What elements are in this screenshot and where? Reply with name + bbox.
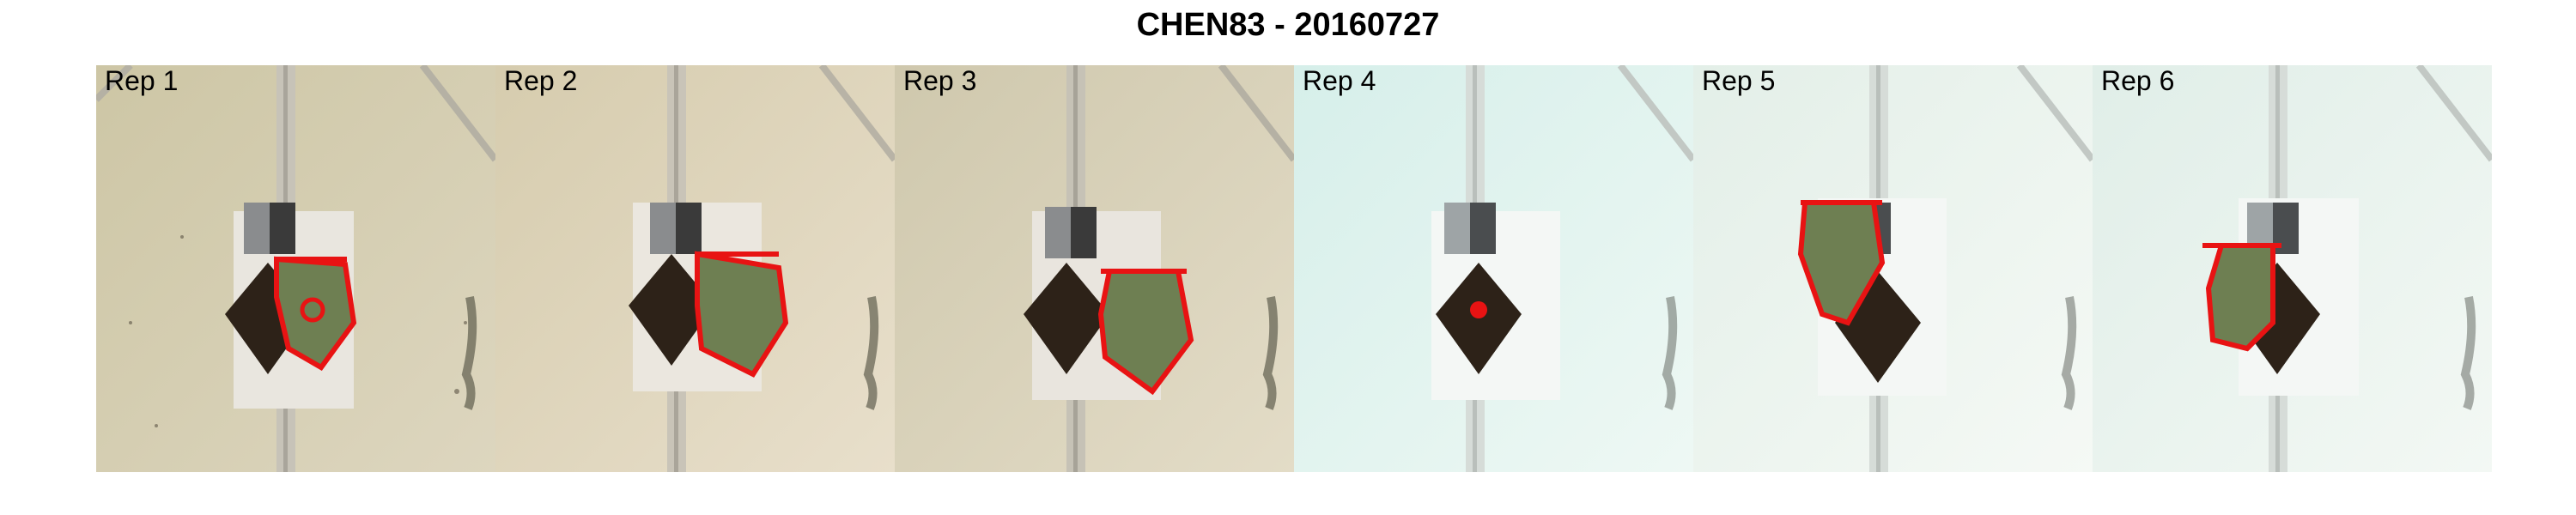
plant-segmentation (274, 256, 357, 371)
rep-panel-1: Rep 1 (96, 65, 495, 472)
plant-photo (1294, 65, 1693, 472)
plant-segmentation (1797, 200, 1886, 326)
rep-label: Rep 5 (1702, 65, 1776, 96)
plant-photo (96, 65, 495, 472)
rep-label: Rep 4 (1303, 65, 1376, 96)
plant-photo (2093, 65, 2492, 472)
rep-panel-6: Rep 6 (2093, 65, 2492, 472)
image-strip: Rep 1 Rep 2 (96, 65, 2492, 472)
figure-title: CHEN83 - 20160727 (1136, 7, 1440, 43)
rep-panel-4: Rep 4 (1294, 65, 1693, 472)
rep-label: Rep 1 (105, 65, 179, 96)
plant-photo (495, 65, 895, 472)
plant-marker (1470, 301, 1487, 318)
plant-segmentation (1097, 269, 1194, 396)
plant-photo (895, 65, 1294, 472)
plant-photo (1693, 65, 2093, 472)
convex-hull (274, 256, 357, 371)
plant-segmentation (695, 251, 789, 378)
rep-panel-5: Rep 5 (1693, 65, 2093, 472)
rep-label: Rep 2 (504, 65, 578, 96)
plant-segmentation (2202, 243, 2281, 352)
rep-panel-2: Rep 2 (495, 65, 895, 472)
rep-panel-3: Rep 3 (895, 65, 1294, 472)
rep-label: Rep 3 (903, 65, 977, 96)
rep-label: Rep 6 (2101, 65, 2175, 96)
